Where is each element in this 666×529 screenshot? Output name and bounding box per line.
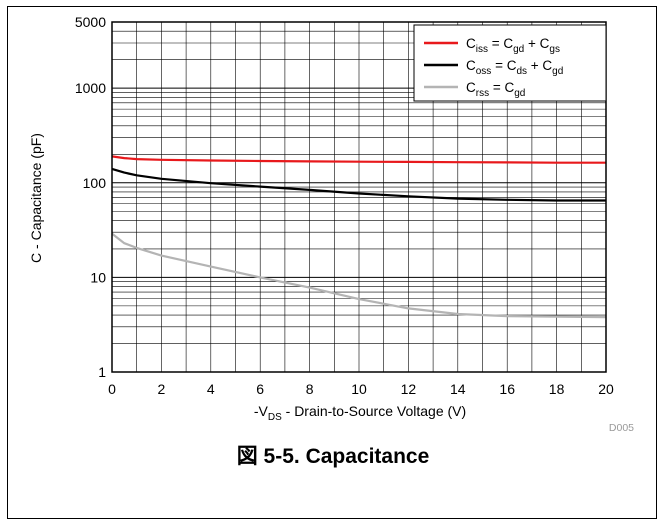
plot-area-border: [111, 21, 607, 373]
y-tick-label: 100: [83, 175, 107, 191]
y-tick-label: 1000: [75, 80, 106, 96]
x-tick-label: 12: [401, 381, 417, 397]
legend: Ciss = Cgd + Cgs Coss = Cds + Cgd Crss = C…: [424, 36, 563, 99]
x-tick-label: 16: [499, 381, 515, 397]
y-tick-label: 10: [90, 269, 106, 285]
capacitance-chart: 0 2 4 6 8 10 12 14 16 18 20 1 10 100 1000 5000 -VDS - …: [28, 14, 634, 434]
caption-text: 5-5. Capacitance: [263, 445, 430, 468]
x-tick-label: 6: [256, 381, 264, 397]
caption-prefix: 図: [236, 445, 258, 468]
figure-code: D005: [609, 422, 634, 434]
legend-box: [413, 24, 607, 102]
series-line-2: [111, 167, 606, 202]
series-lines: [111, 155, 607, 319]
legend-label-1: Ciss = Cgd + Cgs: [466, 36, 560, 55]
grid: [111, 21, 607, 373]
x-tick-label: 18: [549, 381, 565, 397]
legend-label-3: Crss = Cgd: [466, 80, 525, 99]
y-tick-label: 5000: [75, 14, 106, 30]
x-tick-label: 14: [450, 381, 466, 397]
figure-caption: 図 5-5. Capacitance: [0, 440, 666, 470]
x-tick-label: 2: [158, 381, 166, 397]
x-tick-label: 10: [351, 381, 367, 397]
figure-frame: [7, 6, 657, 519]
y-tick-labels: 1 10 100 1000 5000: [75, 14, 106, 380]
series-line-1: [111, 155, 606, 164]
x-tick-label: 20: [598, 381, 614, 397]
x-tick-labels: 0 2 4 6 8 10 12 14 16 18 20: [108, 381, 614, 397]
x-axis-title: -VDS - Drain-to-Source Voltage (V): [254, 403, 466, 423]
x-tick-label: 0: [108, 381, 116, 397]
legend-label-2: Coss = Cds + Cgd: [466, 58, 563, 77]
x-tick-label: 4: [207, 381, 215, 397]
x-tick-label: 8: [306, 381, 314, 397]
y-axis-title: C - Capacitance (pF): [28, 133, 44, 263]
series-line-3: [111, 232, 607, 319]
y-tick-label: 1: [98, 364, 106, 380]
